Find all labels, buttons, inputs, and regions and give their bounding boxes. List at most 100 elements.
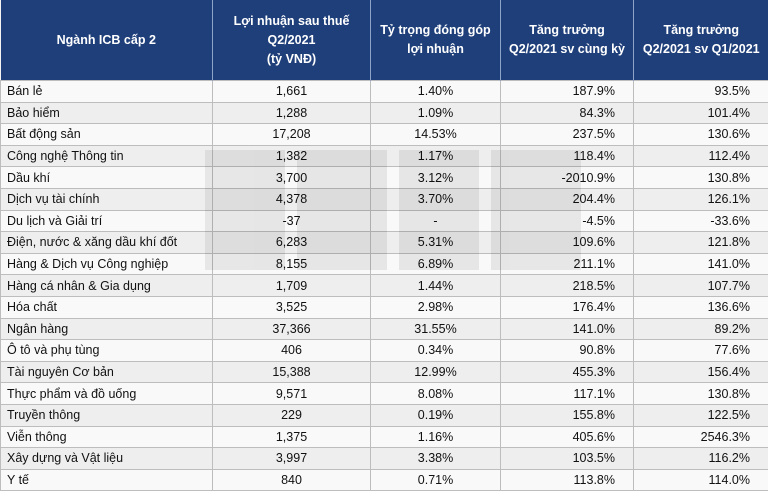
header-profit: Lợi nhuận sau thuế Q2/2021 (tỷ VNĐ) — [213, 0, 371, 81]
sector-name: Xây dựng và Vật liệu — [1, 448, 213, 470]
yoy-growth: 103.5% — [501, 448, 634, 470]
qoq-growth: 136.6% — [634, 296, 768, 318]
share-value: 8.08% — [371, 383, 501, 405]
profit-value: 3,525 — [213, 296, 371, 318]
sector-name: Bất động sản — [1, 124, 213, 146]
sector-name: Ngân hàng — [1, 318, 213, 340]
sector-name: Du lịch và Giải trí — [1, 210, 213, 232]
share-value: 1.17% — [371, 145, 501, 167]
profit-value: 1,709 — [213, 275, 371, 297]
sector-name: Thực phẩm và đồ uống — [1, 383, 213, 405]
qoq-growth: 126.1% — [634, 188, 768, 210]
yoy-growth: 113.8% — [501, 469, 634, 491]
qoq-growth: -33.6% — [634, 210, 768, 232]
share-value: 3.70% — [371, 188, 501, 210]
yoy-growth: 118.4% — [501, 145, 634, 167]
share-value: 0.34% — [371, 340, 501, 362]
qoq-growth: 141.0% — [634, 253, 768, 275]
yoy-growth: -4.5% — [501, 210, 634, 232]
share-value: 2.98% — [371, 296, 501, 318]
qoq-growth: 130.6% — [634, 124, 768, 146]
yoy-growth: 211.1% — [501, 253, 634, 275]
profit-value: 9,571 — [213, 383, 371, 405]
table-row: Du lịch và Giải trí-37--4.5%-33.6% — [1, 210, 768, 232]
yoy-growth: 204.4% — [501, 188, 634, 210]
qoq-growth: 101.4% — [634, 102, 768, 124]
qoq-growth: 77.6% — [634, 340, 768, 362]
qoq-growth: 89.2% — [634, 318, 768, 340]
yoy-growth: 187.9% — [501, 81, 634, 103]
document-page: Ngành ICB cấp 2 Lợi nhuận sau thuế Q2/20… — [0, 0, 768, 479]
profit-value: 1,375 — [213, 426, 371, 448]
yoy-growth: 455.3% — [501, 361, 634, 383]
sector-name: Ô tô và phụ tùng — [1, 340, 213, 362]
yoy-growth: 109.6% — [501, 232, 634, 254]
yoy-growth: 155.8% — [501, 404, 634, 426]
profit-value: 1,382 — [213, 145, 371, 167]
profit-value: 3,700 — [213, 167, 371, 189]
share-value: 1.40% — [371, 81, 501, 103]
qoq-growth: 130.8% — [634, 383, 768, 405]
share-value: 3.12% — [371, 167, 501, 189]
yoy-growth: 405.6% — [501, 426, 634, 448]
qoq-growth: 122.5% — [634, 404, 768, 426]
profit-value: 6,283 — [213, 232, 371, 254]
yoy-growth: 218.5% — [501, 275, 634, 297]
qoq-growth: 107.7% — [634, 275, 768, 297]
share-value: 1.16% — [371, 426, 501, 448]
yoy-growth: 117.1% — [501, 383, 634, 405]
sector-name: Dịch vụ tài chính — [1, 188, 213, 210]
sector-name: Điện, nước & xăng dầu khí đốt — [1, 232, 213, 254]
profit-value: 17,208 — [213, 124, 371, 146]
profit-value: 8,155 — [213, 253, 371, 275]
profit-value: 229 — [213, 404, 371, 426]
header-share: Tỷ trọng đóng góp lợi nhuận — [371, 0, 501, 81]
share-value: 6.89% — [371, 253, 501, 275]
sector-name: Bán lẻ — [1, 81, 213, 103]
profit-value: 406 — [213, 340, 371, 362]
sector-name: Dầu khí — [1, 167, 213, 189]
share-value: 5.31% — [371, 232, 501, 254]
profit-value: 1,661 — [213, 81, 371, 103]
yoy-growth: 176.4% — [501, 296, 634, 318]
profit-value: 3,997 — [213, 448, 371, 470]
sector-name: Truyền thông — [1, 404, 213, 426]
qoq-growth: 121.8% — [634, 232, 768, 254]
sector-name: Hàng cá nhân & Gia dụng — [1, 275, 213, 297]
header-qoq-growth: Tăng trưởng Q2/2021 sv Q1/2021 — [634, 0, 768, 81]
qoq-growth: 93.5% — [634, 81, 768, 103]
yoy-growth: 90.8% — [501, 340, 634, 362]
yoy-growth: 141.0% — [501, 318, 634, 340]
profit-value: 37,366 — [213, 318, 371, 340]
share-value: 3.38% — [371, 448, 501, 470]
qoq-growth: 156.4% — [634, 361, 768, 383]
sector-name: Y tế — [1, 469, 213, 491]
yoy-growth: 237.5% — [501, 124, 634, 146]
sector-name: Hàng & Dịch vụ Công nghiệp — [1, 253, 213, 275]
share-value: 1.44% — [371, 275, 501, 297]
share-value: 0.19% — [371, 404, 501, 426]
share-value: 0.71% — [371, 469, 501, 491]
yoy-growth: 84.3% — [501, 102, 634, 124]
profit-value: -37 — [213, 210, 371, 232]
sector-name: Viễn thông — [1, 426, 213, 448]
profit-value: 1,288 — [213, 102, 371, 124]
